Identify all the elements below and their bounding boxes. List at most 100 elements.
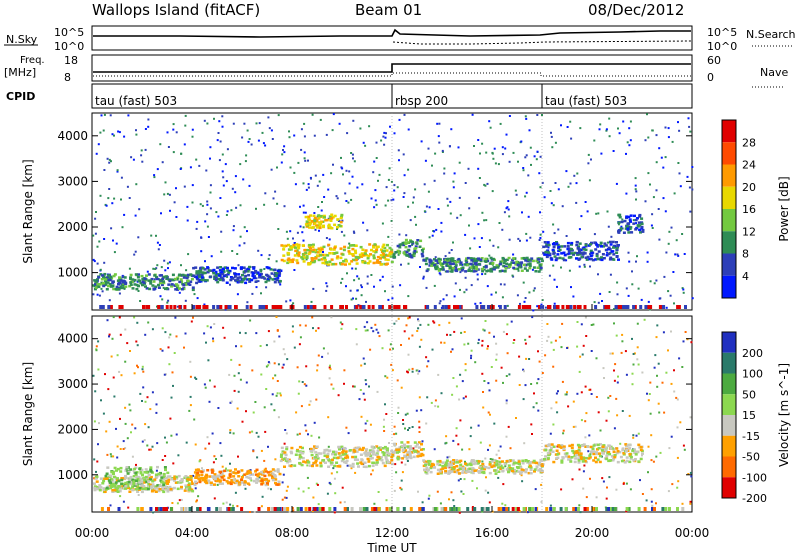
band-echo-cell: [141, 283, 144, 287]
scatter-echo-cell: [341, 277, 344, 280]
band-echo-cell: [401, 241, 405, 245]
scatter-echo-cell: [350, 152, 353, 154]
band-echo-cell: [563, 253, 567, 257]
scatter-echo-cell: [492, 157, 495, 160]
scatter-echo-cell: [273, 340, 276, 343]
scatter-echo-cell: [431, 234, 434, 237]
band-echo-cell: [531, 259, 535, 263]
scatter-echo-cell: [650, 488, 653, 491]
y-tick-label: 1000: [57, 266, 88, 280]
scatter-echo-cell: [115, 242, 118, 245]
scatter-echo-cell: [460, 317, 463, 320]
band-echo-cell: [191, 489, 195, 493]
band-echo-cell: [308, 218, 312, 222]
scatter-echo-cell: [531, 433, 533, 435]
band-echo-cell: [505, 258, 509, 262]
near-range-echo-cell: [676, 507, 679, 511]
scatter-echo-cell: [354, 267, 357, 270]
band-echo-cell: [267, 275, 271, 279]
band-echo-cell: [363, 461, 367, 464]
band-echo-cell: [381, 451, 385, 454]
scatter-echo-cell: [403, 192, 406, 195]
scatter-echo-cell: [615, 488, 618, 491]
band-echo-cell: [641, 228, 645, 232]
band-echo-cell: [537, 469, 541, 472]
scatter-echo-cell: [609, 395, 612, 397]
scatter-echo-cell: [505, 333, 508, 336]
band-echo-cell: [101, 482, 105, 485]
scatter-echo-cell: [207, 236, 210, 238]
band-echo-cell: [179, 487, 183, 490]
colorbar-tick-label: 15: [742, 409, 756, 422]
band-echo-cell: [203, 268, 207, 271]
colorbar-swatch: [722, 231, 736, 254]
scatter-echo-cell: [339, 501, 342, 504]
band-echo-cell: [438, 260, 442, 263]
scatter-echo-cell: [473, 145, 475, 147]
band-echo-cell: [470, 470, 474, 473]
band-echo-cell: [104, 474, 108, 478]
band-echo-cell: [524, 259, 528, 262]
band-echo-cell: [246, 270, 250, 273]
scatter-echo-cell: [578, 265, 581, 268]
scatter-echo-cell: [457, 479, 460, 482]
scatter-echo-cell: [137, 366, 139, 369]
scatter-echo-cell: [188, 409, 191, 412]
scatter-echo-cell: [425, 286, 428, 289]
scatter-echo-cell: [346, 272, 348, 275]
scatter-echo-cell: [346, 132, 349, 135]
nave-tick-bottom: 0: [707, 71, 714, 84]
band-echo-cell: [105, 288, 109, 291]
band-echo-cell: [124, 481, 128, 485]
band-echo-cell: [429, 466, 433, 470]
band-echo-cell: [109, 485, 113, 489]
band-echo-cell: [528, 464, 532, 468]
near-range-echo-cell: [649, 305, 653, 309]
scatter-echo-cell: [123, 213, 126, 216]
scatter-echo-cell: [647, 471, 649, 474]
scatter-echo-cell: [196, 220, 199, 223]
band-echo-cell: [330, 213, 334, 216]
band-echo-cell: [322, 459, 326, 462]
scatter-echo-cell: [417, 318, 419, 321]
band-echo-cell: [593, 241, 597, 244]
band-echo-cell: [302, 260, 306, 263]
band-echo-cell: [351, 254, 355, 257]
near-range-echo-cell: [559, 507, 563, 511]
band-echo-cell: [187, 484, 191, 488]
scatter-echo-cell: [438, 302, 441, 305]
band-echo-cell: [154, 285, 158, 288]
scatter-echo-cell: [428, 236, 431, 239]
band-echo-cell: [219, 266, 223, 269]
band-echo-cell: [110, 277, 114, 280]
band-echo-cell: [172, 486, 176, 490]
scatter-echo-cell: [602, 480, 605, 483]
scatter-echo-cell: [634, 177, 637, 180]
band-echo-cell: [605, 457, 609, 461]
scatter-echo-cell: [552, 223, 555, 226]
nsky-tick-bottom: 10^0: [54, 40, 84, 53]
band-echo-cell: [436, 261, 440, 265]
band-echo-cell: [543, 253, 547, 256]
band-echo-cell: [140, 481, 144, 484]
band-echo-cell: [312, 260, 316, 264]
scatter-echo-cell: [681, 502, 684, 505]
scatter-echo-cell: [101, 290, 104, 293]
scatter-echo-cell: [189, 404, 192, 407]
band-echo-cell: [116, 279, 120, 282]
scatter-echo-cell: [249, 319, 252, 322]
band-echo-cell: [186, 476, 190, 480]
x-tick-label: 08:00: [275, 526, 310, 540]
scatter-echo-cell: [222, 326, 225, 329]
scatter-echo-cell: [683, 253, 686, 255]
scatter-echo-cell: [539, 155, 542, 158]
scatter-echo-cell: [345, 426, 348, 429]
scatter-echo-cell: [672, 271, 675, 273]
band-echo-cell: [134, 482, 138, 486]
scatter-echo-cell: [177, 454, 180, 457]
scatter-echo-cell: [353, 231, 356, 234]
scatter-echo-cell: [309, 400, 312, 403]
band-echo-cell: [340, 445, 344, 449]
band-echo-cell: [120, 286, 124, 290]
band-echo-cell: [333, 453, 337, 456]
